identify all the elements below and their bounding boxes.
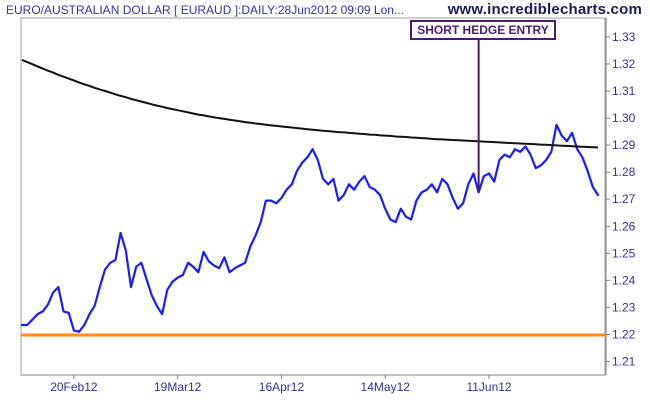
y-tick-label: 1.27: [612, 192, 636, 206]
price-line: [20, 123, 600, 333]
y-tick-label: 1.25: [612, 246, 636, 260]
x-tick-label: 19Mar12: [154, 380, 202, 394]
x-tick-label: 11Jun12: [466, 380, 511, 394]
y-tick-label: 1.30: [612, 111, 636, 125]
x-tick-label: 14May12: [361, 380, 411, 394]
axis-ticks: 1.21 1.22 1.23 1.24 1.25 1.26 1.27 1.28 1.29 1.30…: [50, 30, 635, 394]
y-tick-label: 1.26: [612, 219, 636, 233]
y-tick-label: 1.28: [612, 165, 636, 179]
y-tick-label: 1.23: [612, 300, 636, 314]
annotation-label: SHORT HEDGE ENTRY: [417, 23, 549, 37]
chart-title: EURO/AUSTRALIAN DOLLAR [ EURAUD ]:DAILY:…: [6, 3, 404, 17]
x-tick-label: 16Apr12: [259, 380, 305, 394]
y-tick-label: 1.29: [612, 138, 636, 152]
chart-frame: [20, 17, 607, 376]
plot-frame: [20, 17, 606, 376]
site-watermark[interactable]: www.incrediblecharts.com: [447, 1, 642, 18]
annotation-box: SHORT HEDGE ENTRY: [410, 20, 556, 40]
y-tick-label: 1.32: [612, 57, 636, 71]
series-layer: [20, 58, 606, 337]
y-tick-label: 1.33: [612, 30, 636, 44]
x-tick-label: 20Feb12: [50, 380, 98, 394]
y-tick-label: 1.24: [612, 273, 636, 287]
y-tick-label: 1.21: [612, 354, 636, 368]
y-tick-label: 1.22: [612, 327, 636, 341]
moving-average-line: [21, 58, 599, 149]
y-tick-label: 1.31: [612, 84, 636, 98]
